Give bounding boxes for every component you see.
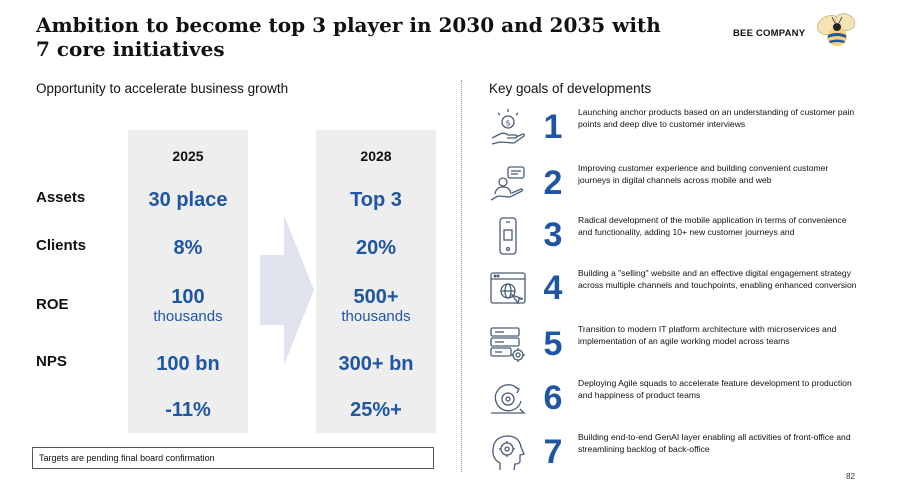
goal-text-1: Launching anchor products based on an un… xyxy=(578,107,855,129)
value-2025-clients: 8% xyxy=(173,237,203,259)
goal-item-7: 7 Building end-to-end GenAI layer enabli… xyxy=(486,431,876,477)
value-2028-roe-number: 500+ xyxy=(353,286,399,308)
goal-number-4: 4 xyxy=(543,269,563,307)
goal-text-4: Building a "selling" website and an effe… xyxy=(578,268,857,290)
value-2028-extra: 25%+ xyxy=(350,399,402,421)
goal-text-7: Building end-to-end GenAI layer enabling… xyxy=(578,432,851,454)
goal-item-3: 3 Radical development of the mobile appl… xyxy=(486,214,876,260)
server-gear-icon xyxy=(490,327,525,362)
goal-item-1: $ 1 Launching anchor products based on a… xyxy=(486,106,876,152)
goal-number-6: 6 xyxy=(543,379,563,417)
mobile-phone-icon xyxy=(499,217,517,255)
value-2028-clients: 20% xyxy=(355,237,397,259)
bee-logo-icon xyxy=(817,13,856,46)
goal-item-5: 5 Transition to modern IT platform archi… xyxy=(486,323,876,369)
row-label-assets: Assets xyxy=(36,189,86,206)
agile-cycle-icon xyxy=(491,384,526,414)
brand-name: BEE COMPANY xyxy=(733,28,806,39)
value-2025-nps: 100 bn xyxy=(156,353,220,375)
page-number: 82 xyxy=(846,472,855,481)
growth-arrow-icon xyxy=(260,215,314,365)
value-2028-roe: 500+ thousands xyxy=(316,286,436,326)
year-2025-header: 2025 xyxy=(172,148,204,164)
row-label-roe: ROE xyxy=(36,296,69,313)
customer-chat-icon xyxy=(490,166,525,201)
right-heading: Key goals of developments xyxy=(489,81,652,96)
value-2025-roe: 100 thousands xyxy=(128,286,248,326)
column-2028-background xyxy=(316,130,436,433)
goal-number-7: 7 xyxy=(543,433,563,471)
goal-number-5: 5 xyxy=(543,325,563,363)
value-2028-roe-unit: thousands xyxy=(341,308,411,325)
goal-text-5: Transition to modern IT platform archite… xyxy=(578,324,837,346)
goal-number-1: 1 xyxy=(543,108,563,146)
targets-note: Targets are pending final board confirma… xyxy=(32,447,434,469)
row-label-clients: Clients xyxy=(36,237,87,254)
value-2025-roe-unit: thousands xyxy=(153,308,223,325)
value-2028-nps: 300+ bn xyxy=(338,353,414,375)
column-2025-background xyxy=(128,130,248,433)
website-globe-icon xyxy=(490,272,526,305)
left-heading: Opportunity to accelerate business growt… xyxy=(36,81,289,96)
goal-text-3: Radical development of the mobile applic… xyxy=(578,215,847,237)
section-divider xyxy=(461,80,462,472)
goal-number-3: 3 xyxy=(543,216,563,254)
goal-item-4: 4 Building a "selling" website and an ef… xyxy=(486,267,876,313)
goal-item-2: 2 Improving customer experience and buil… xyxy=(486,162,876,208)
goal-number-2: 2 xyxy=(543,164,563,202)
hand-money-icon: $ xyxy=(491,109,525,145)
value-2025-extra: -11% xyxy=(165,399,211,421)
svg-text:$: $ xyxy=(505,119,510,128)
ai-head-icon xyxy=(492,435,525,471)
year-2028-header: 2028 xyxy=(360,148,392,164)
value-2028-assets: Top 3 xyxy=(350,189,402,211)
goal-text-6: Deploying Agile squads to accelerate fea… xyxy=(578,378,852,400)
value-2025-assets: 30 place xyxy=(148,189,228,211)
page-title: Ambition to become top 3 player in 2030 … xyxy=(36,13,661,61)
goal-item-6: 6 Deploying Agile squads to accelerate f… xyxy=(486,377,876,423)
row-label-nps: NPS xyxy=(36,353,67,370)
value-2025-roe-number: 100 xyxy=(171,286,205,308)
goal-text-2: Improving customer experience and buildi… xyxy=(578,163,829,185)
